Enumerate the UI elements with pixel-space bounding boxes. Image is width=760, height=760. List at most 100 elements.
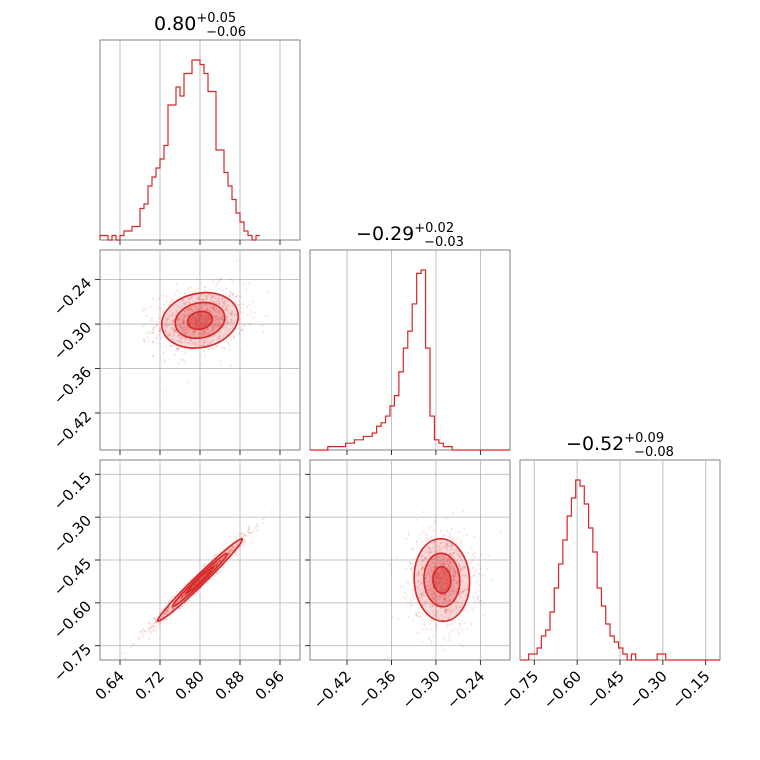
sample-point — [147, 626, 150, 630]
sample-point — [448, 635, 451, 638]
sample-point — [178, 305, 181, 308]
sample-point — [429, 619, 432, 622]
sample-point — [197, 340, 200, 343]
sample-point — [441, 583, 444, 586]
sample-point — [450, 545, 453, 548]
sample-point — [469, 561, 472, 565]
sample-point — [430, 602, 433, 606]
sample-point — [167, 314, 170, 317]
sample-point — [438, 589, 442, 593]
sample-point — [219, 331, 222, 334]
sample-point — [222, 346, 226, 349]
sample-point — [435, 609, 438, 612]
title-median: 0.80 — [154, 13, 196, 35]
sample-point — [211, 329, 214, 332]
y-tick-label: −0.42 — [50, 407, 95, 452]
sample-point — [448, 568, 451, 572]
sample-point — [189, 339, 192, 342]
sample-point — [167, 317, 170, 320]
sample-point — [239, 535, 242, 538]
sample-point — [162, 615, 165, 618]
sample-point — [443, 571, 447, 574]
sample-point — [214, 321, 217, 324]
sample-point — [446, 549, 449, 552]
sample-point — [217, 324, 220, 327]
sample-point — [180, 304, 183, 307]
sample-point — [155, 630, 158, 634]
x-tick-label: −0.24 — [443, 667, 488, 712]
sample-point — [235, 550, 239, 553]
sample-point — [213, 348, 216, 351]
sample-point — [165, 613, 168, 616]
sample-point — [176, 347, 179, 350]
sample-point — [420, 593, 423, 596]
sample-point — [184, 332, 187, 335]
sample-point — [442, 582, 445, 585]
sample-point — [439, 586, 442, 589]
sample-point — [447, 564, 450, 568]
sample-point — [184, 337, 187, 340]
sample-point — [465, 628, 468, 631]
sample-point — [182, 298, 185, 302]
sample-point — [148, 626, 152, 629]
sample-point — [205, 304, 209, 307]
sample-point — [430, 569, 433, 573]
contour-level-1 — [423, 552, 461, 608]
sample-point — [440, 580, 443, 583]
sample-point — [143, 629, 146, 632]
sample-point — [204, 315, 207, 318]
sample-point — [169, 608, 172, 611]
sample-point — [442, 545, 445, 549]
sample-point — [168, 301, 172, 304]
sample-point — [184, 352, 187, 355]
sample-point — [447, 608, 450, 612]
sample-point — [201, 332, 204, 335]
sample-point — [228, 553, 231, 556]
sample-point — [428, 538, 431, 541]
sample-point — [164, 345, 167, 348]
sample-point — [204, 286, 207, 289]
sample-point — [256, 529, 259, 532]
sample-point — [195, 591, 198, 594]
sample-point — [423, 619, 426, 623]
sample-point — [165, 609, 168, 612]
sample-point — [191, 296, 194, 299]
sample-point — [214, 562, 217, 565]
sample-point — [448, 593, 451, 597]
sample-point — [207, 317, 210, 320]
sample-point — [231, 321, 234, 324]
sample-point — [426, 628, 429, 631]
sample-point — [183, 602, 186, 605]
sample-point — [230, 338, 233, 341]
sample-point — [159, 357, 162, 360]
sample-point — [423, 594, 426, 597]
sample-point — [204, 316, 207, 319]
sample-point — [212, 334, 216, 337]
sample-point — [430, 525, 433, 528]
sample-point — [180, 326, 183, 329]
sample-point — [194, 325, 197, 328]
sample-point — [184, 328, 187, 331]
sample-point — [204, 339, 207, 342]
sample-point — [216, 562, 219, 565]
y-ticks-2-0: −0.75−0.60−0.45−0.30−0.15 — [50, 469, 300, 685]
sample-point — [436, 627, 439, 630]
sample-point — [202, 303, 205, 306]
sample-point — [418, 574, 421, 577]
sample-point — [435, 594, 438, 598]
sample-point — [216, 562, 219, 565]
sample-point — [435, 624, 438, 627]
sample-point — [449, 566, 452, 569]
sample-point — [195, 304, 198, 307]
sample-point — [237, 300, 241, 303]
sample-point — [215, 563, 218, 566]
sample-point — [232, 292, 235, 295]
sample-point — [190, 308, 193, 311]
sample-point — [234, 296, 238, 299]
sample-point — [441, 590, 444, 593]
sample-point — [214, 563, 217, 567]
sample-point — [417, 611, 420, 614]
sample-point — [154, 621, 157, 624]
sample-point — [435, 594, 438, 598]
sample-point — [474, 569, 478, 572]
